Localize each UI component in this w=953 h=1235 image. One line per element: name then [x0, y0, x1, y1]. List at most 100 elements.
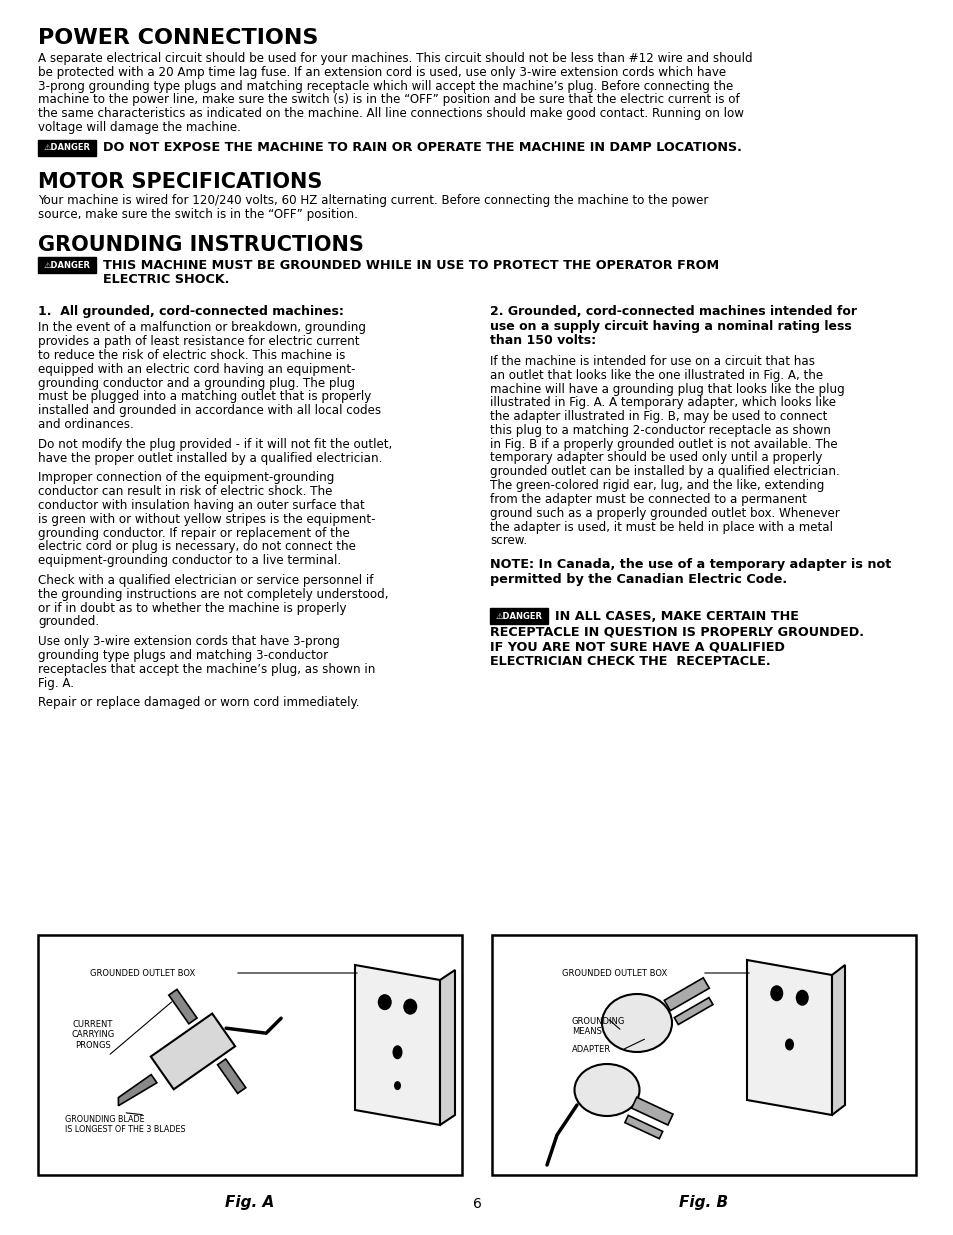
Polygon shape: [118, 1074, 156, 1105]
Text: In the event of a malfunction or breakdown, grounding: In the event of a malfunction or breakdo…: [38, 321, 366, 335]
Text: GROUNDED OUTLET BOX: GROUNDED OUTLET BOX: [561, 968, 666, 977]
Text: from the adapter must be connected to a permanent: from the adapter must be connected to a …: [490, 493, 806, 506]
Text: ELECTRIC SHOCK.: ELECTRIC SHOCK.: [103, 273, 229, 285]
Text: grounding conductor and a grounding plug. The plug: grounding conductor and a grounding plug…: [38, 377, 355, 389]
Text: equipped with an electric cord having an equipment-: equipped with an electric cord having an…: [38, 363, 355, 375]
Text: is green with or without yellow stripes is the equipment-: is green with or without yellow stripes …: [38, 513, 375, 526]
Polygon shape: [831, 965, 844, 1115]
Text: ground such as a properly grounded outlet box. Whenever: ground such as a properly grounded outle…: [490, 506, 839, 520]
Text: grounding type plugs and matching 3-conductor: grounding type plugs and matching 3-cond…: [38, 650, 328, 662]
Bar: [490, 608, 547, 624]
Bar: [38, 257, 96, 273]
Polygon shape: [746, 960, 831, 1115]
Text: be protected with a 20 Amp time lag fuse. If an extension cord is used, use only: be protected with a 20 Amp time lag fuse…: [38, 65, 725, 79]
Text: the grounding instructions are not completely understood,: the grounding instructions are not compl…: [38, 588, 388, 600]
Text: THIS MACHINE MUST BE GROUNDED WHILE IN USE TO PROTECT THE OPERATOR FROM: THIS MACHINE MUST BE GROUNDED WHILE IN U…: [103, 259, 719, 272]
Text: or if in doubt as to whether the machine is properly: or if in doubt as to whether the machine…: [38, 601, 346, 615]
Text: Fig. A: Fig. A: [225, 1195, 274, 1210]
Ellipse shape: [403, 999, 416, 1015]
Text: 3-prong grounding type plugs and matching receptacle which will accept the machi: 3-prong grounding type plugs and matchin…: [38, 79, 733, 93]
Polygon shape: [169, 989, 197, 1024]
Text: A separate electrical circuit should be used for your machines. This circuit sho: A separate electrical circuit should be …: [38, 52, 752, 65]
Text: use on a supply circuit having a nominal rating less: use on a supply circuit having a nominal…: [490, 320, 851, 333]
Text: IF YOU ARE NOT SURE HAVE A QUALIFIED: IF YOU ARE NOT SURE HAVE A QUALIFIED: [490, 640, 784, 653]
Text: POWER CONNECTIONS: POWER CONNECTIONS: [38, 28, 318, 48]
Text: grounded outlet can be installed by a qualified electrician.: grounded outlet can be installed by a qu…: [490, 466, 839, 478]
Text: conductor can result in risk of electric shock. The: conductor can result in risk of electric…: [38, 485, 332, 498]
Polygon shape: [217, 1058, 246, 1093]
Polygon shape: [151, 1014, 234, 1089]
Text: this plug to a matching 2-conductor receptacle as shown: this plug to a matching 2-conductor rece…: [490, 424, 830, 437]
Ellipse shape: [784, 1039, 793, 1051]
Bar: [38, 935, 461, 1174]
Text: RECEPTACLE IN QUESTION IS PROPERLY GROUNDED.: RECEPTACLE IN QUESTION IS PROPERLY GROUN…: [490, 625, 863, 638]
Text: GROUNDING
MEANS: GROUNDING MEANS: [572, 1016, 625, 1036]
Text: receptacles that accept the machine’s plug, as shown in: receptacles that accept the machine’s pl…: [38, 663, 375, 676]
Ellipse shape: [574, 1065, 639, 1116]
Text: and ordinances.: and ordinances.: [38, 417, 133, 431]
Text: installed and grounded in accordance with all local codes: installed and grounded in accordance wit…: [38, 404, 381, 417]
Text: source, make sure the switch is in the “OFF” position.: source, make sure the switch is in the “…: [38, 207, 357, 221]
Text: to reduce the risk of electric shock. This machine is: to reduce the risk of electric shock. Th…: [38, 350, 345, 362]
Text: Improper connection of the equipment-grounding: Improper connection of the equipment-gro…: [38, 472, 334, 484]
Polygon shape: [624, 1115, 662, 1139]
Polygon shape: [439, 969, 455, 1125]
Text: in Fig. B if a properly grounded outlet is not available. The: in Fig. B if a properly grounded outlet …: [490, 437, 837, 451]
Text: the adapter illustrated in Fig. B, may be used to connect: the adapter illustrated in Fig. B, may b…: [490, 410, 826, 424]
Text: The green-colored rigid ear, lug, and the like, extending: The green-colored rigid ear, lug, and th…: [490, 479, 823, 492]
Text: ⚠DANGER: ⚠DANGER: [44, 143, 91, 152]
Text: screw.: screw.: [490, 535, 527, 547]
Text: Fig. A.: Fig. A.: [38, 677, 74, 689]
Ellipse shape: [377, 994, 392, 1010]
Polygon shape: [631, 1097, 672, 1125]
Text: equipment-grounding conductor to a live terminal.: equipment-grounding conductor to a live …: [38, 555, 341, 567]
Text: GROUNDING BLADE
IS LONGEST OF THE 3 BLADES: GROUNDING BLADE IS LONGEST OF THE 3 BLAD…: [65, 1115, 186, 1135]
Text: 2. Grounded, cord-connected machines intended for: 2. Grounded, cord-connected machines int…: [490, 305, 856, 319]
Text: GROUNDING INSTRUCTIONS: GROUNDING INSTRUCTIONS: [38, 236, 363, 256]
Text: Repair or replace damaged or worn cord immediately.: Repair or replace damaged or worn cord i…: [38, 697, 359, 709]
Polygon shape: [355, 965, 439, 1125]
Text: have the proper outlet installed by a qualified electrician.: have the proper outlet installed by a qu…: [38, 452, 382, 464]
Ellipse shape: [392, 1045, 402, 1060]
Text: illustrated in Fig. A. A temporary adapter, which looks like: illustrated in Fig. A. A temporary adapt…: [490, 396, 835, 409]
Text: If the machine is intended for use on a circuit that has: If the machine is intended for use on a …: [490, 354, 814, 368]
Text: 1.  All grounded, cord-connected machines:: 1. All grounded, cord-connected machines…: [38, 305, 343, 319]
Text: voltage will damage the machine.: voltage will damage the machine.: [38, 121, 240, 135]
Text: Do not modify the plug provided - if it will not fit the outlet,: Do not modify the plug provided - if it …: [38, 437, 392, 451]
Polygon shape: [674, 998, 712, 1025]
Bar: [38, 140, 96, 156]
Text: permitted by the Canadian Electric Code.: permitted by the Canadian Electric Code.: [490, 573, 786, 587]
Text: GROUNDED OUTLET BOX: GROUNDED OUTLET BOX: [90, 968, 195, 977]
Text: conductor with insulation having an outer surface that: conductor with insulation having an oute…: [38, 499, 364, 513]
Ellipse shape: [769, 986, 782, 1002]
Text: the same characteristics as indicated on the machine. All line connections shoul: the same characteristics as indicated on…: [38, 107, 743, 120]
Text: ELECTRICIAN CHECK THE  RECEPTACLE.: ELECTRICIAN CHECK THE RECEPTACLE.: [490, 655, 770, 668]
Text: machine will have a grounding plug that looks like the plug: machine will have a grounding plug that …: [490, 383, 843, 395]
Text: grounded.: grounded.: [38, 615, 99, 629]
Text: temporary adapter should be used only until a properly: temporary adapter should be used only un…: [490, 452, 821, 464]
Text: Your machine is wired for 120/240 volts, 60 HZ alternating current. Before conne: Your machine is wired for 120/240 volts,…: [38, 194, 708, 206]
Text: 6: 6: [472, 1197, 481, 1212]
Text: MOTOR SPECIFICATIONS: MOTOR SPECIFICATIONS: [38, 172, 322, 191]
Text: Use only 3-wire extension cords that have 3-prong: Use only 3-wire extension cords that hav…: [38, 635, 339, 648]
Ellipse shape: [394, 1081, 400, 1091]
Text: provides a path of least resistance for electric current: provides a path of least resistance for …: [38, 335, 359, 348]
Text: the adapter is used, it must be held in place with a metal: the adapter is used, it must be held in …: [490, 520, 832, 534]
Polygon shape: [663, 978, 708, 1010]
Bar: [492, 935, 915, 1174]
Ellipse shape: [795, 989, 808, 1005]
Text: ⚠DANGER: ⚠DANGER: [44, 261, 91, 270]
Text: CURRENT
CARRYING
PRONGS: CURRENT CARRYING PRONGS: [71, 1020, 114, 1050]
Text: NOTE: In Canada, the use of a temporary adapter is not: NOTE: In Canada, the use of a temporary …: [490, 558, 890, 571]
Text: ADAPTER: ADAPTER: [572, 1046, 611, 1055]
Text: grounding conductor. If repair or replacement of the: grounding conductor. If repair or replac…: [38, 526, 350, 540]
Text: ⚠DANGER: ⚠DANGER: [495, 611, 542, 621]
Text: electric cord or plug is necessary, do not connect the: electric cord or plug is necessary, do n…: [38, 541, 355, 553]
Text: Fig. B: Fig. B: [679, 1195, 728, 1210]
Text: than 150 volts:: than 150 volts:: [490, 335, 596, 347]
Text: Check with a qualified electrician or service personnel if: Check with a qualified electrician or se…: [38, 574, 374, 587]
Text: must be plugged into a matching outlet that is properly: must be plugged into a matching outlet t…: [38, 390, 371, 404]
Text: an outlet that looks like the one illustrated in Fig. A, the: an outlet that looks like the one illust…: [490, 369, 822, 382]
Ellipse shape: [601, 994, 671, 1052]
Text: IN ALL CASES, MAKE CERTAIN THE: IN ALL CASES, MAKE CERTAIN THE: [555, 610, 798, 622]
